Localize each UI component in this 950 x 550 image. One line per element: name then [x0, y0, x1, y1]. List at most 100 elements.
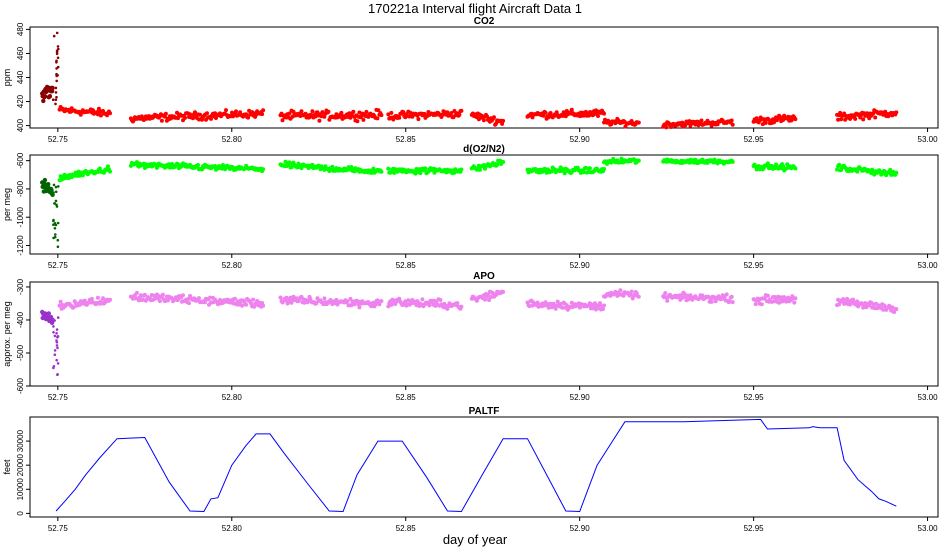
data-point — [682, 291, 687, 296]
data-point — [882, 168, 887, 173]
x-tick-label: 52.75 — [48, 393, 69, 402]
y-axis-label: per meg — [2, 188, 12, 221]
data-point — [326, 109, 331, 114]
panel-frame — [29, 154, 939, 255]
data-point — [320, 110, 325, 115]
data-point — [57, 303, 62, 308]
data-point — [688, 293, 693, 298]
data-point-dark — [50, 85, 55, 91]
y-tick-label: -600 — [16, 152, 25, 169]
spike-point — [56, 65, 60, 69]
data-point — [397, 115, 402, 120]
data-point — [841, 297, 846, 302]
data-point — [585, 170, 590, 175]
spike-point — [52, 183, 56, 187]
data-point — [108, 297, 112, 302]
data-point — [753, 302, 758, 307]
data-point — [457, 112, 462, 117]
data-point — [289, 300, 294, 305]
data-point — [629, 289, 634, 294]
data-point — [373, 302, 378, 307]
data-point — [251, 297, 256, 302]
data-point — [96, 106, 101, 111]
data-point — [317, 118, 322, 123]
data-point — [193, 110, 197, 115]
spike-point — [55, 344, 59, 347]
data-point — [379, 169, 384, 174]
spike-point — [56, 373, 59, 376]
x-tick-label: 52.95 — [744, 524, 765, 533]
data-point — [555, 299, 560, 304]
y-axis-label: ppm — [2, 69, 12, 87]
data-point-dark — [46, 311, 51, 316]
data-point — [861, 117, 866, 122]
data-point — [136, 298, 141, 303]
data-point — [196, 163, 200, 167]
data-point — [581, 170, 586, 175]
data-point — [108, 169, 112, 174]
data-point — [261, 167, 266, 172]
spike-point — [54, 233, 57, 236]
panels-container: CO2 ppm 400 420 440 460 480 52.75 52.80 52.85 52.9… — [2, 16, 939, 533]
spike-point — [51, 98, 55, 101]
data-point — [836, 117, 841, 122]
data-point — [759, 302, 764, 307]
data-point — [386, 112, 391, 117]
spike-point — [55, 31, 59, 35]
data-point — [665, 298, 670, 303]
x-tick-label: 52.85 — [396, 524, 417, 533]
data-point — [855, 169, 860, 174]
data-point — [287, 111, 292, 116]
data-point — [838, 110, 843, 115]
data-point — [636, 294, 641, 299]
x-tick-label: 52.75 — [48, 524, 69, 533]
data-point — [792, 300, 797, 305]
data-point — [560, 305, 565, 310]
data-point — [586, 113, 591, 118]
data-point — [730, 300, 735, 305]
data-point-dark — [48, 314, 54, 320]
data-point — [445, 110, 450, 115]
data-point-dark — [46, 182, 51, 187]
data-point — [322, 296, 327, 301]
y-tick-label: -300 — [16, 278, 25, 295]
data-point-dark — [42, 94, 48, 99]
data-point — [287, 160, 292, 165]
data-point — [186, 297, 190, 301]
spike-point — [53, 222, 57, 225]
data-point — [871, 302, 876, 307]
data-point — [596, 114, 600, 118]
data-point — [310, 109, 315, 114]
spike-point — [53, 353, 57, 357]
data-point — [709, 299, 714, 304]
data-point — [564, 303, 569, 308]
data-point — [379, 113, 384, 118]
spike-point — [56, 335, 60, 338]
data-point-dark — [49, 187, 54, 193]
spike-point — [54, 91, 58, 94]
data-point — [636, 120, 641, 125]
x-tick-label: 53.00 — [918, 524, 939, 533]
spike-point — [54, 199, 58, 203]
panel-title: APO — [473, 271, 495, 282]
data-point — [623, 124, 628, 129]
spike-point — [53, 235, 57, 239]
data-point — [280, 118, 285, 123]
data-point — [562, 171, 567, 176]
data-point — [403, 299, 408, 304]
series-line — [55, 418, 897, 513]
data-point — [355, 299, 360, 304]
data-point-dark — [47, 94, 53, 99]
spike-point — [56, 221, 60, 225]
data-point — [205, 111, 209, 116]
data-point — [357, 305, 362, 310]
y-axis-label: feet — [2, 459, 12, 475]
data-point — [108, 111, 112, 116]
data-point — [310, 162, 315, 167]
data-point — [213, 164, 217, 168]
data-point — [835, 167, 840, 172]
data-point — [101, 296, 105, 301]
data-point — [793, 166, 798, 171]
data-point — [418, 171, 423, 176]
